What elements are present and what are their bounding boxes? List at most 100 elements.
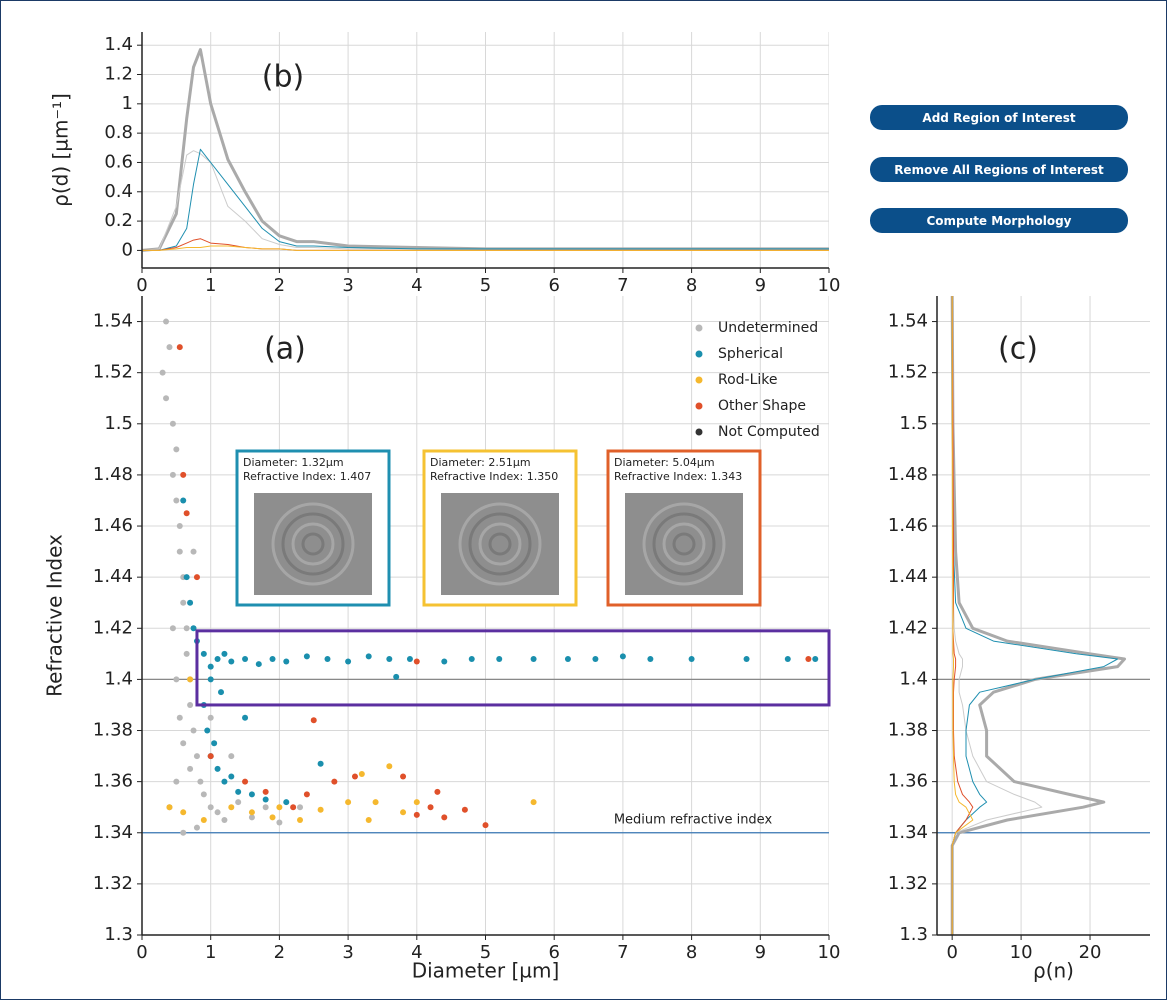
scatter-point — [248, 809, 255, 816]
y-tick-label: 1.46 — [93, 515, 133, 536]
scatter-point — [173, 497, 180, 504]
inset-ring — [301, 532, 325, 556]
add-roi-button[interactable]: Add Region of Interest — [870, 105, 1128, 130]
scatter-point — [276, 819, 283, 826]
scatter-point — [214, 809, 221, 816]
x-tick-label: 0 — [136, 942, 147, 963]
scatter-point — [163, 395, 170, 402]
scatter-point — [200, 816, 207, 823]
scatter-point — [169, 420, 176, 427]
y-tick-label: 1.36 — [93, 771, 133, 792]
scatter-point — [248, 791, 255, 798]
y-tick-label: 1.54 — [888, 311, 928, 332]
scatter-point — [413, 799, 420, 806]
legend-marker — [695, 428, 703, 436]
x-tick-label: 20 — [1079, 942, 1102, 963]
inset-ring — [468, 512, 532, 576]
y-tick-label: 1.42 — [93, 617, 133, 638]
scatter-point — [193, 824, 200, 831]
scatter-point — [324, 655, 331, 662]
scatter-point — [365, 816, 372, 823]
scatter-point — [190, 548, 197, 555]
scatter-point — [310, 717, 317, 724]
y-tick-label: 1.42 — [888, 617, 928, 638]
scatter-point — [190, 625, 197, 632]
scatter-point — [262, 796, 269, 803]
y-tick-label: 1.44 — [93, 566, 133, 587]
inset-text: Refractive Index: 1.407 — [243, 470, 371, 483]
scatter-point — [183, 510, 190, 517]
scatter-point — [283, 799, 290, 806]
x-tick-label: 8 — [686, 275, 697, 296]
y-tick-label: 0.8 — [104, 122, 133, 143]
scatter-point — [235, 788, 242, 795]
scatter-point — [262, 788, 269, 795]
scatter-point — [176, 548, 183, 555]
x-tick-label: 5 — [480, 942, 491, 963]
scatter-point — [303, 653, 310, 660]
y-tick-label: 1.34 — [93, 822, 133, 843]
scatter-point — [496, 655, 503, 662]
legend-label: Spherical — [718, 346, 783, 362]
y-tick-label: 1.3 — [899, 924, 928, 945]
legend-label: Not Computed — [718, 424, 820, 440]
scatter-point — [173, 778, 180, 785]
scatter-point — [221, 816, 228, 823]
scatter-point — [393, 673, 400, 680]
y-tick-label: 1.32 — [888, 873, 928, 894]
scatter-point — [269, 655, 276, 662]
scatter-point — [434, 788, 441, 795]
panel-label: (c) — [998, 332, 1038, 367]
scatter-point — [248, 814, 255, 821]
density-line — [142, 245, 829, 251]
scatter-point — [530, 655, 537, 662]
scatter-point — [242, 655, 249, 662]
x-tick-label: 3 — [342, 942, 353, 963]
scatter-point — [169, 625, 176, 632]
scatter-point — [400, 773, 407, 780]
scatter-point — [193, 753, 200, 760]
scatter-point — [169, 471, 176, 478]
scatter-point — [221, 778, 228, 785]
scatter-point — [386, 655, 393, 662]
x-tick-label: 6 — [548, 942, 559, 963]
scatter-point — [187, 676, 194, 683]
scatter-point — [180, 829, 187, 836]
x-tick-label: 4 — [411, 275, 422, 296]
scatter-point — [166, 344, 173, 351]
x-tick-label: 10 — [818, 275, 841, 296]
inset-text: Refractive Index: 1.343 — [614, 470, 742, 483]
scatter-point — [207, 804, 214, 811]
scatter-point — [688, 655, 695, 662]
y-tick-label: 0.4 — [104, 181, 133, 202]
scatter-point — [345, 799, 352, 806]
density-line — [951, 296, 1043, 935]
scatter-point — [207, 676, 214, 683]
panel-label: (b) — [262, 60, 304, 95]
reference-label: Medium refractive index — [614, 812, 773, 827]
inset-ring — [672, 532, 696, 556]
x-tick-label: 9 — [755, 275, 766, 296]
x-tick-label: 3 — [342, 275, 353, 296]
scatter-point — [163, 318, 170, 325]
scatter-point — [197, 778, 204, 785]
scatter-point — [358, 770, 365, 777]
scatter-point — [176, 344, 183, 351]
inset-ring — [652, 512, 716, 576]
scatter-point — [427, 804, 434, 811]
x-tick-label: 2 — [274, 942, 285, 963]
x-tick-label: 0 — [946, 942, 957, 963]
compute-button[interactable]: Compute Morphology — [870, 208, 1128, 233]
scatter-point — [228, 773, 235, 780]
x-tick-label: 1 — [205, 942, 216, 963]
scatter-point — [176, 714, 183, 721]
y-axis-label: Refractive Index — [43, 534, 67, 697]
scatter-point — [228, 753, 235, 760]
scatter-point — [805, 655, 812, 662]
y-tick-label: 1.38 — [888, 720, 928, 741]
scatter-point — [180, 740, 187, 747]
y-tick-label: 1.4 — [899, 668, 928, 689]
x-tick-label: 0 — [136, 275, 147, 296]
remove-roi-button[interactable]: Remove All Regions of Interest — [870, 157, 1128, 182]
